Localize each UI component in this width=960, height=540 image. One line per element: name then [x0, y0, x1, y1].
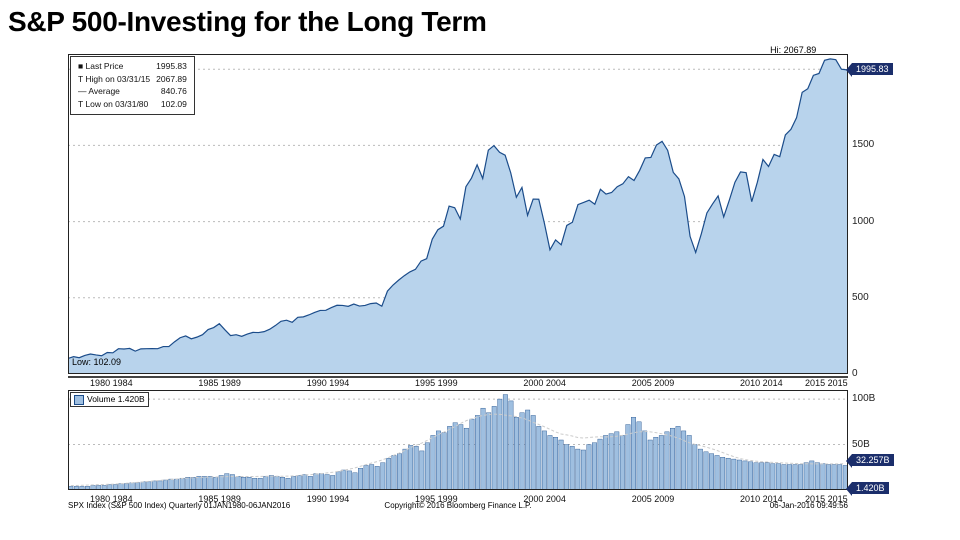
- footer-timestamp: 06-Jan-2016 09:49:56: [770, 501, 848, 510]
- price-chart: ■ Last Price1995.83 T High on 03/31/1520…: [68, 54, 848, 374]
- price-ytick: 1500: [852, 139, 874, 150]
- high-annotation: Hi: 2067.89: [770, 45, 816, 55]
- low-annotation: Low: 102.09: [72, 357, 121, 367]
- price-ytick: 500: [852, 292, 869, 303]
- chart-container: ■ Last Price1995.83 T High on 03/31/1520…: [68, 54, 892, 532]
- volume-ytick: 50B: [852, 439, 870, 450]
- chart-separator: [68, 376, 848, 378]
- price-xtick: 1990 1994: [307, 378, 350, 388]
- price-xtick: 1980 1984: [90, 378, 133, 388]
- price-xtick: 1995 1999: [415, 378, 458, 388]
- last-price-flag: 1995.83: [852, 63, 893, 75]
- price-legend: ■ Last Price1995.83 T High on 03/31/1520…: [70, 56, 195, 115]
- volume-chart: Volume 1.420B 1980 19841985 19891990 199…: [68, 390, 848, 490]
- volume-flag-bottom: 1.420B: [852, 482, 889, 494]
- price-xtick: 1985 1989: [198, 378, 241, 388]
- page-title: S&P 500-Investing for the Long Term: [0, 0, 960, 40]
- volume-svg: [68, 390, 848, 490]
- price-ytick: 0: [852, 368, 858, 379]
- price-xtick: 2015 2015: [805, 378, 848, 388]
- price-xtick: 2005 2009: [632, 378, 675, 388]
- chart-footer: SPX Index (S&P 500 Index) Quarterly 01JA…: [68, 501, 848, 510]
- volume-flag-top: 32.257B: [852, 454, 894, 466]
- price-xtick: 2010 2014: [740, 378, 783, 388]
- volume-legend: Volume 1.420B: [70, 392, 149, 407]
- volume-ytick: 100B: [852, 393, 875, 404]
- footer-source: SPX Index (S&P 500 Index) Quarterly 01JA…: [68, 501, 290, 510]
- price-ytick: 1000: [852, 216, 874, 227]
- footer-copyright: Copyright© 2016 Bloomberg Finance L.P.: [384, 501, 531, 510]
- price-xtick: 2000 2004: [523, 378, 566, 388]
